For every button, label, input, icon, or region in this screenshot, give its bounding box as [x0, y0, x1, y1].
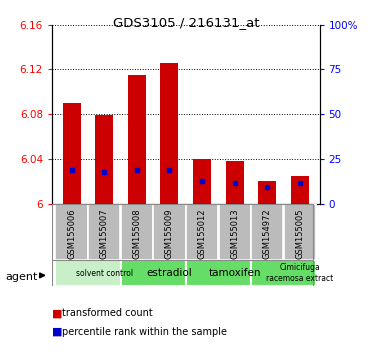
Text: transformed count: transformed count	[62, 308, 153, 318]
Bar	[226, 161, 244, 204]
Bar	[121, 260, 186, 286]
Bar	[186, 260, 251, 286]
Bar	[128, 75, 146, 204]
Text: estradiol: estradiol	[147, 268, 192, 278]
Bar	[88, 204, 120, 260]
Text: GSM155007: GSM155007	[100, 208, 109, 259]
Bar	[55, 260, 121, 286]
Text: Cimicifuga
racemosa extract: Cimicifuga racemosa extract	[266, 263, 333, 283]
Text: GSM155013: GSM155013	[230, 208, 239, 259]
Text: ■: ■	[52, 327, 62, 337]
Text: GSM155012: GSM155012	[198, 208, 207, 259]
Bar	[186, 204, 218, 260]
Text: solvent control: solvent control	[75, 269, 133, 278]
Bar	[63, 103, 80, 204]
Text: GSM155005: GSM155005	[295, 208, 305, 259]
Bar	[121, 204, 153, 260]
Bar	[161, 63, 178, 204]
Text: GSM155009: GSM155009	[165, 208, 174, 259]
Text: ■: ■	[52, 308, 62, 318]
Text: tamoxifen: tamoxifen	[208, 268, 261, 278]
Bar	[251, 260, 316, 286]
Bar	[153, 204, 186, 260]
Text: GSM154972: GSM154972	[263, 208, 272, 259]
Bar	[284, 204, 316, 260]
Text: GDS3105 / 216131_at: GDS3105 / 216131_at	[114, 16, 260, 29]
Bar	[55, 204, 88, 260]
Bar	[193, 159, 211, 204]
Bar	[219, 204, 251, 260]
Text: agent: agent	[5, 272, 38, 282]
Bar	[291, 176, 309, 204]
Text: GSM155008: GSM155008	[132, 208, 141, 259]
Text: GSM155006: GSM155006	[67, 208, 76, 259]
Bar	[258, 181, 276, 204]
Text: percentile rank within the sample: percentile rank within the sample	[62, 327, 228, 337]
Bar	[251, 204, 283, 260]
Bar	[95, 115, 113, 204]
